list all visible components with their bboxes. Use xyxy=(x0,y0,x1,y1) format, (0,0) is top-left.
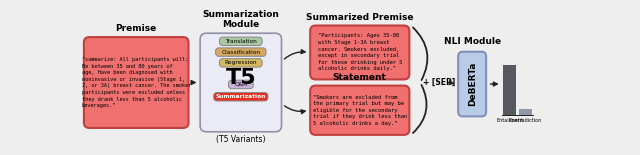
Text: Contradiction: Contradiction xyxy=(509,118,542,123)
Text: (T5 Variants): (T5 Variants) xyxy=(216,135,266,144)
Text: DeBERTa: DeBERTa xyxy=(468,62,477,106)
FancyBboxPatch shape xyxy=(220,59,262,67)
FancyBboxPatch shape xyxy=(200,33,282,132)
FancyBboxPatch shape xyxy=(214,93,268,101)
Text: "Smokers are excluded from
the primary trial but may be
eligible for the seconda: "Smokers are excluded from the primary t… xyxy=(313,95,407,126)
Text: Summarization
Module: Summarization Module xyxy=(202,10,279,29)
Text: Classification: Classification xyxy=(221,50,260,55)
Text: Q&A: Q&A xyxy=(234,82,248,87)
Text: Statement: Statement xyxy=(333,73,387,82)
Text: T5: T5 xyxy=(225,68,256,88)
Bar xyxy=(503,65,516,115)
FancyBboxPatch shape xyxy=(310,86,410,135)
Text: NLI Module: NLI Module xyxy=(444,37,500,46)
Text: "Participants: Ages 35-80
with Stage 1-3A breast
cancer. Smokers excluded,
excep: "Participants: Ages 35-80 with Stage 1-3… xyxy=(317,33,402,71)
Bar xyxy=(520,109,532,115)
FancyBboxPatch shape xyxy=(84,37,189,128)
Text: + [SEP]: + [SEP] xyxy=(422,78,455,87)
Text: "summarize: All participants will:
Be between 35 and 80 years of
age, Have been : "summarize: All participants will: Be be… xyxy=(81,57,191,108)
FancyBboxPatch shape xyxy=(228,80,253,89)
Text: Premise: Premise xyxy=(116,24,157,33)
FancyBboxPatch shape xyxy=(216,48,266,56)
Text: Summarization: Summarization xyxy=(216,94,266,99)
FancyBboxPatch shape xyxy=(220,37,262,46)
FancyBboxPatch shape xyxy=(458,52,486,116)
Text: Summarized Premise: Summarized Premise xyxy=(306,13,413,22)
Text: Regression: Regression xyxy=(225,60,257,65)
Text: Translation: Translation xyxy=(225,39,257,44)
FancyBboxPatch shape xyxy=(310,26,410,79)
Text: Entailment: Entailment xyxy=(496,118,524,123)
